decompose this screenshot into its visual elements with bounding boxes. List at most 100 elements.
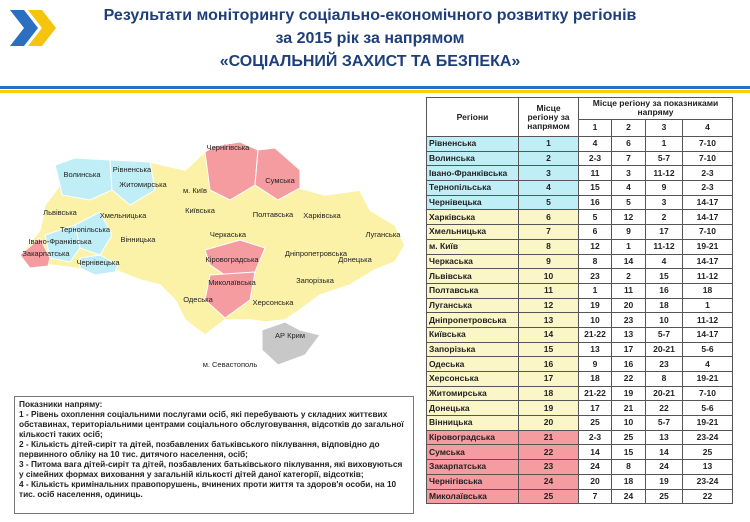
place-cell: 19 (518, 400, 579, 417)
table-row: Запорізька 15 13 17 20-21 5-6 (426, 341, 734, 358)
table-row: Рівненська 1 4 6 1 7-10 (426, 136, 734, 152)
indicator-cell: 19 (578, 297, 612, 314)
table-row: Херсонська 17 18 22 8 19-21 (426, 371, 734, 387)
indicator-cell: 7 (578, 488, 612, 505)
indicator-cell: 16 (611, 356, 646, 372)
region-cell: Полтавська (426, 282, 519, 299)
indicator-cell: 5 (578, 209, 612, 226)
indicator-cell: 12 (611, 209, 646, 226)
map-label: Черкаська (210, 230, 247, 239)
indicator-cell: 20-21 (645, 341, 683, 358)
indicator-cell: 10 (611, 415, 646, 431)
region-cell: Івано-Франківська (426, 165, 519, 182)
region-cell: Сумська (426, 444, 519, 461)
indicator-cell: 18 (611, 473, 646, 490)
header-cell: Місце регіону за показниками напряму (577, 97, 734, 120)
table-row: Донецька 19 17 21 22 5-6 (426, 400, 734, 417)
subheader-cell: 1 (578, 118, 612, 138)
place-cell: 10 (518, 268, 579, 284)
title-line: «СОЦІАЛЬНИЙ ЗАХИСТ ТА БЕЗПЕКА» (219, 53, 521, 70)
map-label: Кіровоградська (205, 255, 259, 264)
region-cell: Львівська (426, 268, 519, 284)
place-cell: 17 (518, 371, 579, 387)
map-label: Сумська (265, 176, 295, 185)
stripe (0, 86, 750, 89)
place-cell: 14 (518, 326, 579, 343)
indicator-cell: 20-21 (645, 385, 683, 402)
indicator-cell: 14-17 (681, 326, 734, 343)
region-cell: Волинська (426, 150, 519, 167)
table-row: Тернопільська 4 15 4 9 2-3 (426, 180, 734, 196)
region-cell: Донецька (426, 400, 519, 417)
indicator-cell: 6 (611, 136, 646, 152)
table-row: Вінницька 20 25 10 5-7 19-21 (426, 415, 734, 431)
map-label: Одеська (183, 295, 213, 304)
table-row: Черкаська 9 8 14 4 14-17 (426, 253, 734, 270)
indicator-cell: 3 (611, 165, 646, 182)
indicator-cell: 3 (645, 194, 683, 211)
map-label: м. Севастополь (203, 360, 258, 369)
indicator-cell: 20 (578, 473, 612, 490)
indicator-cell: 11 (611, 282, 646, 299)
indicator-cell: 17 (611, 341, 646, 358)
table-row: Харківська 6 5 12 2 14-17 (426, 209, 734, 226)
indicator-cell: 22 (645, 400, 683, 417)
place-cell: 18 (518, 385, 579, 402)
table-row: Луганська 12 19 20 18 1 (426, 297, 734, 314)
region-cell: Закарпатська (426, 459, 519, 475)
place-cell: 6 (518, 209, 579, 226)
table-row: Львівська 10 23 2 15 11-12 (426, 268, 734, 284)
indicator-cell: 15 (611, 444, 646, 461)
map-label: Херсонська (253, 298, 295, 307)
indicator-cell: 14 (578, 444, 612, 461)
place-cell: 20 (518, 415, 579, 431)
indicator-cell: 7-10 (681, 224, 734, 240)
indicator-cell: 1 (578, 282, 612, 299)
map-label: Рівненська (113, 165, 152, 174)
indicator-cell: 14-17 (681, 253, 734, 270)
header-cell: Місце регіону за напрямом (518, 97, 579, 137)
notes-item: 3 - Питома вага дітей-сиріт та дітей, по… (19, 459, 403, 479)
indicator-cell: 4 (681, 356, 734, 372)
indicator-cell: 5 (611, 194, 646, 211)
region-cell: Запорізька (426, 341, 519, 358)
table-row: Хмельницька 7 6 9 17 7-10 (426, 224, 734, 240)
map-label: Житомирська (119, 180, 167, 189)
indicator-cell: 4 (645, 253, 683, 270)
indicator-cell: 16 (578, 194, 612, 211)
indicator-cell: 6 (578, 224, 612, 240)
region-cell: Луганська (426, 297, 519, 314)
place-cell: 25 (518, 488, 579, 505)
region-cell: Тернопільська (426, 180, 519, 196)
indicator-cell: 15 (578, 180, 612, 196)
indicator-cell: 2-3 (681, 165, 734, 182)
table-row: Київська 14 21-22 13 5-7 14-17 (426, 326, 734, 343)
indicator-cell: 13 (578, 341, 612, 358)
indicator-cell: 21-22 (578, 385, 612, 402)
map-label: Хмельницька (100, 211, 147, 220)
indicator-cell: 12 (578, 238, 612, 255)
region-cell: Херсонська (426, 371, 519, 387)
indicator-cell: 7-10 (681, 150, 734, 167)
place-cell: 22 (518, 444, 579, 461)
stripe (0, 90, 750, 93)
map-label: Луганська (366, 230, 402, 239)
map-label: Чернівецька (76, 258, 120, 267)
indicator-cell: 19 (645, 473, 683, 490)
indicator-cell: 5-6 (681, 341, 734, 358)
indicator-cell: 4 (578, 136, 612, 152)
indicator-cell: 13 (645, 429, 683, 446)
map-label: Івано-Франківська (28, 237, 92, 246)
indicator-cell: 21 (611, 400, 646, 417)
region-cell: Одеська (426, 356, 519, 372)
indicator-cell: 22 (611, 371, 646, 387)
place-cell: 24 (518, 473, 579, 490)
subheader-cell: 2 (611, 118, 646, 138)
indicator-cell: 8 (611, 459, 646, 475)
indicator-cell: 10 (645, 312, 683, 328)
indicator-cell: 23 (645, 356, 683, 372)
map-label: Тернопільська (60, 225, 111, 234)
title-line: за 2015 рік за напрямом (275, 30, 465, 47)
place-cell: 5 (518, 194, 579, 211)
indicator-cell: 5-7 (645, 150, 683, 167)
